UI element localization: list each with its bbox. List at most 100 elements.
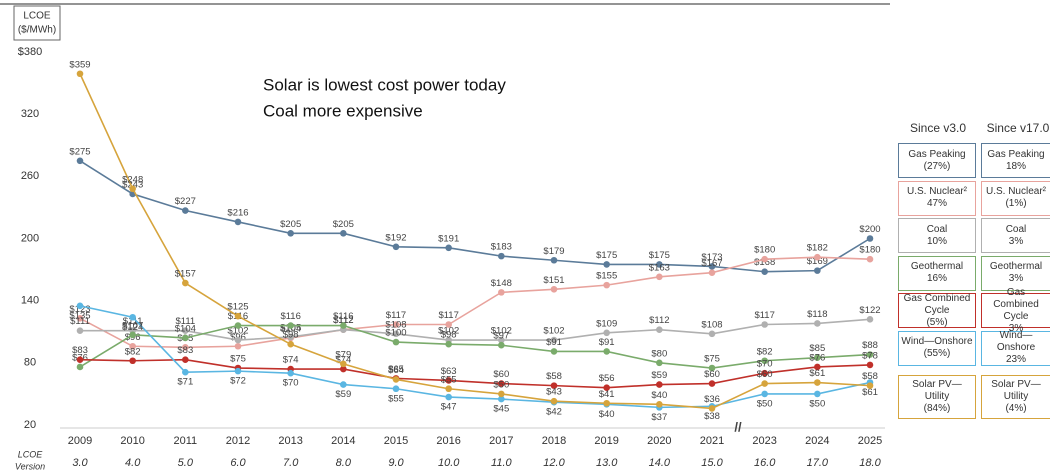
data-point <box>129 313 136 321</box>
value-label: $82 <box>125 346 141 357</box>
y-tick-label: 80 <box>24 357 36 369</box>
x-label: LCOE <box>18 449 44 459</box>
x-tick-label: 2024 <box>805 435 829 447</box>
value-label: $117 <box>754 310 774 321</box>
value-label: $58 <box>546 371 562 382</box>
legend-box: Gas Peaking 18% <box>981 143 1050 178</box>
legend-box: Wind—Onshore 23% <box>981 330 1050 366</box>
series-line <box>80 318 871 341</box>
value-label: $173 <box>701 252 722 263</box>
data-point <box>550 336 558 344</box>
data-point <box>234 342 242 350</box>
series-line <box>79 160 871 273</box>
data-point <box>445 340 452 348</box>
value-label: $157 <box>175 269 196 280</box>
data-point <box>603 348 610 355</box>
legend-change: 16% <box>926 273 947 284</box>
data-point <box>76 314 84 322</box>
x-tick-label: 2019 <box>594 435 618 447</box>
data-point <box>550 382 558 389</box>
data-point <box>182 368 189 376</box>
value-label: $91 <box>546 337 562 348</box>
y-label-box <box>13 5 61 41</box>
data-point <box>234 336 242 344</box>
value-label: $58 <box>862 371 878 382</box>
value-label: $163 <box>649 262 670 273</box>
x-tick-label: 2009 <box>68 435 92 447</box>
value-label: $43 <box>546 387 562 398</box>
data-point <box>498 395 505 403</box>
value-label: $50 <box>809 398 825 409</box>
data-point <box>76 356 84 364</box>
data-point <box>550 285 558 293</box>
data-point <box>340 322 347 329</box>
legend-change: 23% <box>1005 354 1026 365</box>
data-point <box>761 268 768 275</box>
data-point <box>234 367 242 375</box>
value-label: $275 <box>69 146 90 157</box>
data-point <box>445 321 452 328</box>
annotation: Coal more expensive <box>263 101 423 120</box>
value-label: $243 <box>122 179 143 190</box>
value-label: $117 <box>438 310 458 321</box>
data-point <box>287 340 294 348</box>
version-label: 6.0 <box>230 457 246 469</box>
data-point <box>234 218 242 226</box>
data-point <box>129 331 136 339</box>
data-point <box>708 330 716 338</box>
data-point <box>287 333 294 341</box>
data-point <box>761 357 768 365</box>
value-label: $117 <box>386 310 406 321</box>
value-label: $61 <box>809 368 825 379</box>
x-tick-label: 2011 <box>174 435 198 447</box>
value-label: $200 <box>859 224 880 235</box>
value-label: $107 <box>122 320 143 331</box>
legend-change: (27%) <box>923 160 951 172</box>
x-tick-label: 2023 <box>752 435 776 447</box>
legend-box: Wind—Onshore (55%) <box>898 330 976 366</box>
legend-change: 18% <box>1005 160 1026 172</box>
data-point <box>182 207 189 214</box>
value-label: $40 <box>651 390 667 401</box>
legend-change: 3% <box>1008 235 1024 247</box>
data-point <box>287 322 294 329</box>
data-point <box>550 256 558 264</box>
chart: LCOE ($/MWh) Solar is lowest cost power … <box>0 3 890 471</box>
data-point <box>392 321 400 328</box>
value-label: $175 <box>649 250 670 261</box>
x-tick-label: 2013 <box>278 435 302 447</box>
data-point <box>814 253 821 261</box>
data-point <box>603 281 610 289</box>
value-label: $180 <box>859 245 880 256</box>
legend-box: Gas Combined Cycle 3% <box>981 287 1050 334</box>
value-label: $75 <box>704 354 720 365</box>
y-tick-label: 320 <box>21 108 39 120</box>
data-point <box>866 361 874 369</box>
data-point <box>182 356 189 364</box>
value-label: $125 <box>227 302 248 313</box>
x-tick-label: 2025 <box>858 435 882 447</box>
value-label: $88 <box>862 340 878 351</box>
value-label: $59 <box>335 389 351 400</box>
legend-change: 47% <box>926 198 947 209</box>
data-point <box>603 399 610 407</box>
data-point <box>392 338 400 346</box>
value-label: $168 <box>754 257 775 268</box>
x-tick-label: 2014 <box>331 435 355 447</box>
data-point <box>498 289 505 296</box>
value-label: $60 <box>704 369 720 380</box>
value-label: $74 <box>335 355 351 366</box>
x-tick-label: 2018 <box>542 435 566 447</box>
value-label: $70 <box>283 378 299 389</box>
value-label: $80 <box>651 348 667 359</box>
legend-name: Solar PV—Utility <box>991 379 1041 402</box>
legend-name: Gas Combined Cycle <box>903 292 971 316</box>
series-line <box>79 305 871 409</box>
data-point <box>234 322 242 329</box>
value-label: $100 <box>385 328 406 339</box>
data-point <box>550 348 558 355</box>
y-tick-label: 20 <box>24 419 36 431</box>
data-point <box>287 230 294 237</box>
value-label: $111 <box>70 316 90 327</box>
value-label: $72 <box>230 376 246 387</box>
